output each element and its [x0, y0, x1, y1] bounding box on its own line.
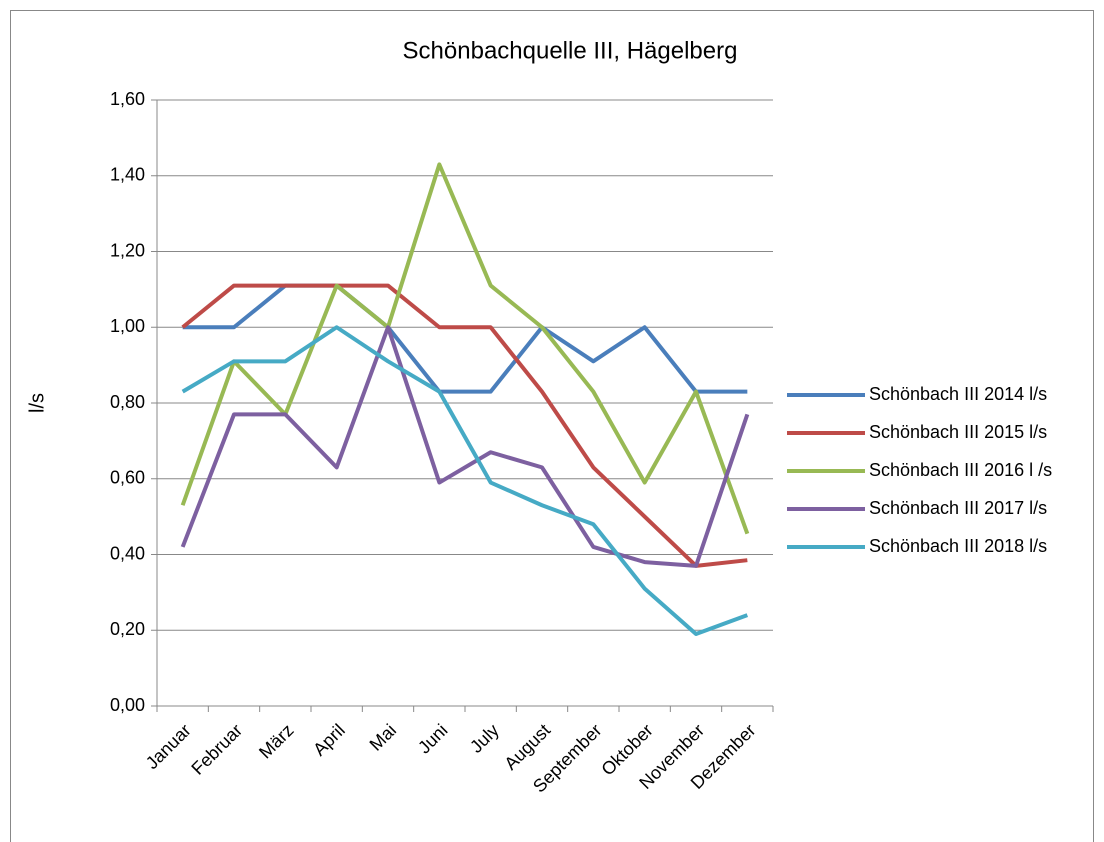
y-tick-label: 0,80 [110, 392, 145, 412]
y-tick-label: 1,60 [110, 89, 145, 109]
legend-label: Schönbach III 2014 l/s [869, 384, 1047, 404]
chart-title: Schönbachquelle III, Hägelberg [403, 37, 738, 64]
y-tick-label: 1,00 [110, 316, 145, 336]
y-tick-label: 1,20 [110, 240, 145, 260]
legend-label: Schönbach III 2017 l/s [869, 498, 1047, 518]
y-tick-label: 1,40 [110, 165, 145, 185]
y-tick-label: 0,40 [110, 543, 145, 563]
series-line [181, 283, 748, 568]
legend-label: Schönbach III 2016 l /s [869, 460, 1052, 480]
y-tick-label: 0,60 [110, 468, 145, 488]
legend-label: Schönbach III 2018 l/s [869, 536, 1047, 556]
chart-frame [10, 10, 1094, 842]
series-line [181, 325, 749, 637]
legend-label: Schönbach III 2015 l/s [869, 422, 1047, 442]
y-axis-label: l/s [26, 393, 48, 413]
y-tick-label: 0,00 [110, 695, 145, 715]
series-line [180, 162, 750, 535]
series-line [180, 325, 750, 568]
series-line [182, 283, 748, 394]
y-tick-label: 0,20 [110, 619, 145, 639]
